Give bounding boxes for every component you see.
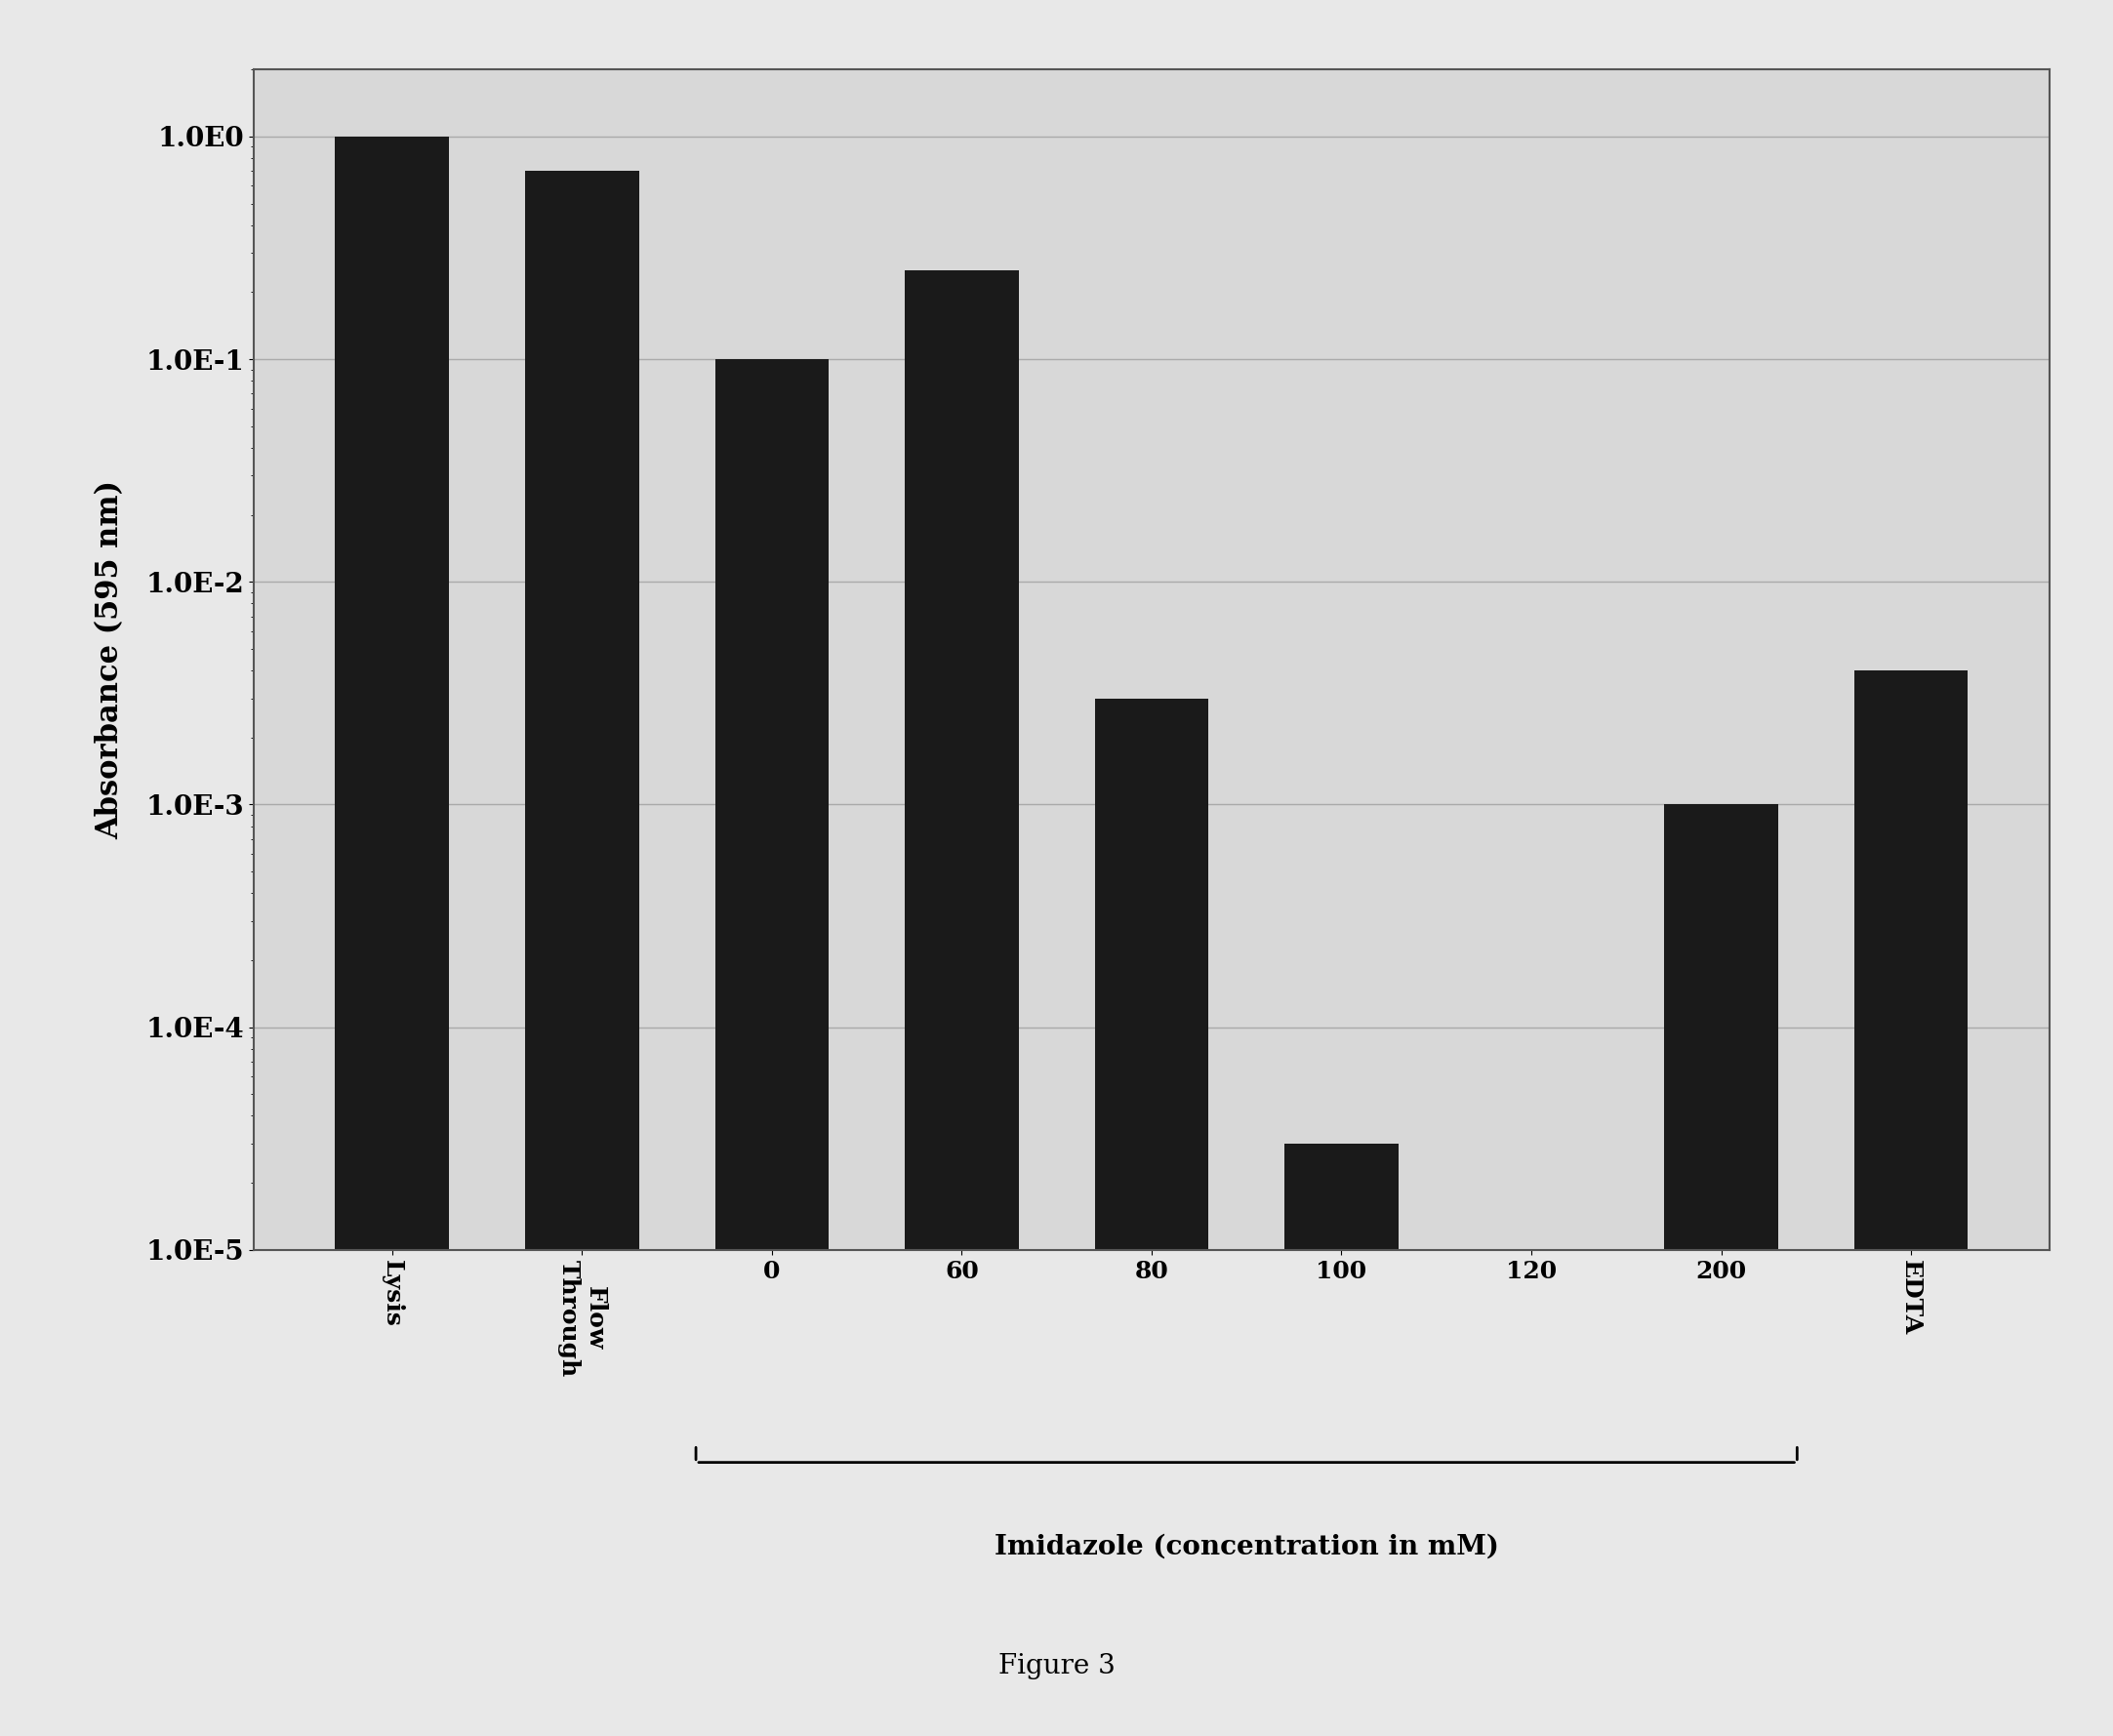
- Bar: [1665, 804, 1779, 1736]
- Bar: [1095, 698, 1209, 1736]
- Bar: [336, 137, 450, 1736]
- Text: Imidazole (concentration in mM): Imidazole (concentration in mM): [995, 1533, 1498, 1559]
- Bar: [524, 170, 638, 1736]
- Bar: [1285, 1144, 1399, 1736]
- Bar: [904, 271, 1018, 1736]
- Bar: [1475, 1472, 1589, 1736]
- Bar: [714, 359, 828, 1736]
- Y-axis label: Absorbance (595 nm): Absorbance (595 nm): [95, 481, 125, 838]
- Bar: [1853, 670, 1967, 1736]
- Text: Figure 3: Figure 3: [997, 1653, 1116, 1680]
